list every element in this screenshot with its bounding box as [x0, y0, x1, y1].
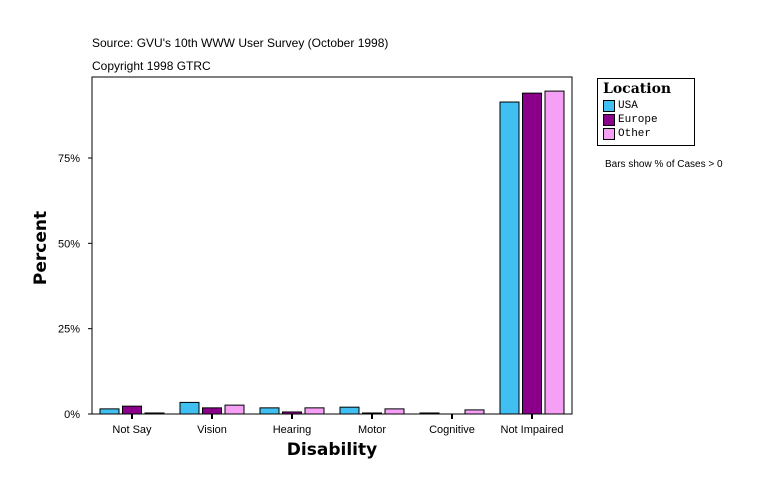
bar-usa — [259, 407, 280, 415]
x-tick-label: Vision — [197, 424, 227, 436]
bar-usa — [499, 101, 520, 415]
y-axis-label: Percent — [31, 210, 51, 286]
legend-swatch — [603, 128, 615, 140]
bar-usa — [99, 408, 120, 415]
x-axis-label: Disability — [286, 440, 378, 460]
bar-other — [384, 408, 405, 415]
legend-item: USA — [603, 100, 638, 112]
x-tick-label: Not Impaired — [501, 424, 564, 436]
bar-europe — [282, 411, 302, 415]
bar-europe — [202, 407, 222, 415]
bar-usa — [419, 412, 440, 415]
legend-item: Europe — [603, 114, 658, 126]
y-tick-label: 0% — [64, 409, 80, 421]
legend-label: Europe — [618, 114, 658, 126]
legend-label: Other — [618, 128, 652, 140]
legend: Location USA Europe Other — [597, 78, 695, 146]
bar-other — [544, 90, 565, 415]
x-tick-label: Motor — [358, 424, 386, 436]
bar-other — [224, 404, 245, 415]
legend-label: USA — [618, 100, 638, 112]
y-tick-label: 25% — [58, 324, 80, 336]
legend-swatch — [603, 100, 615, 112]
bar-other — [144, 412, 165, 415]
y-tick-label: 75% — [58, 153, 80, 165]
chart-note: Bars show % of Cases > 0 — [605, 159, 723, 170]
bar-usa — [339, 406, 360, 415]
bar-other — [304, 407, 325, 415]
chart-title: Source: GVU's 10th WWW User Survey (Octo… — [92, 36, 389, 50]
bar-other — [464, 409, 485, 415]
plot-frame — [91, 76, 573, 415]
chart-subtitle: Copyright 1998 GTRC — [92, 59, 211, 73]
bar-usa — [179, 401, 200, 415]
legend-title: Location — [603, 81, 672, 97]
y-tick-label: 50% — [58, 238, 80, 250]
bar-europe — [522, 92, 542, 415]
legend-item: Other — [603, 128, 651, 140]
legend-swatch — [603, 114, 615, 126]
x-tick-label: Cognitive — [429, 424, 475, 436]
bar-europe — [122, 405, 142, 415]
x-tick-label: Not Say — [112, 424, 152, 436]
bar-europe — [362, 412, 382, 415]
x-tick-label: Hearing — [273, 424, 312, 436]
